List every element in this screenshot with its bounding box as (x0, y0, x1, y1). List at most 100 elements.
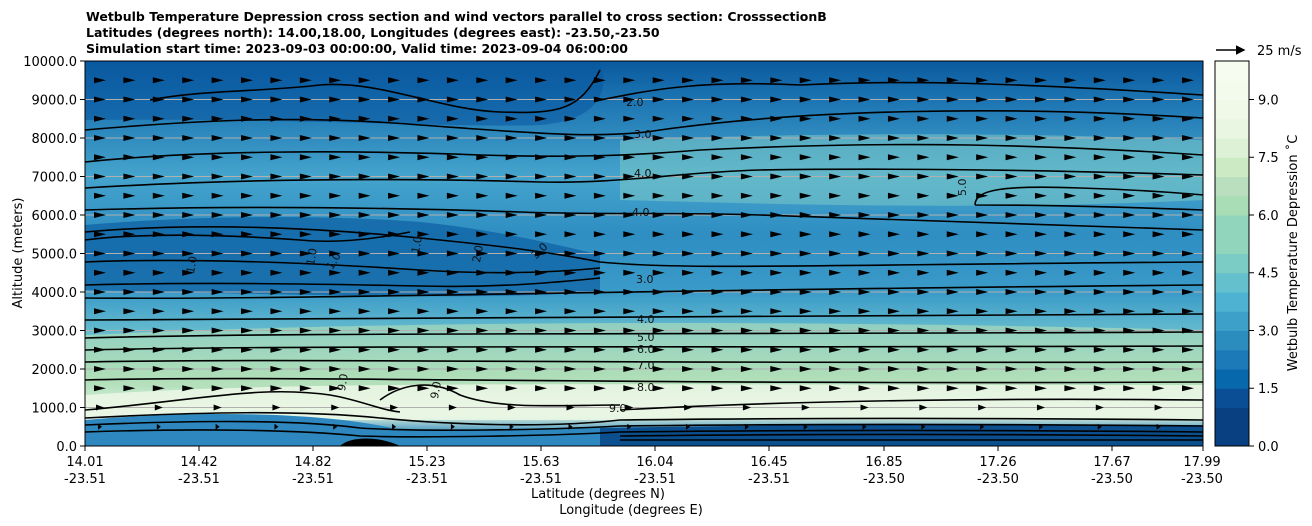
wind-arrow (211, 115, 224, 122)
wind-arrow (711, 231, 724, 238)
wind-arrow (241, 385, 254, 392)
wind-arrow (1064, 385, 1077, 392)
wind-arrow (799, 115, 812, 122)
y-tick: 3000.0 (32, 325, 85, 340)
wind-arrow (1034, 212, 1047, 218)
wind-arrow (94, 192, 106, 199)
wind-arrow (476, 269, 489, 276)
title-line-3: Simulation start time: 2023-09-03 00:00:… (86, 41, 628, 56)
wind-arrow (535, 135, 548, 141)
wind-arrow (623, 77, 636, 84)
wind-arrow (299, 135, 312, 141)
wind-arrow (858, 173, 871, 180)
wind-arrow (740, 154, 753, 161)
wind-arrow (1064, 96, 1077, 103)
wind-arrow (625, 404, 634, 411)
wind-arrow (182, 289, 195, 295)
colorbar-band (1215, 272, 1249, 293)
wind-arrow (1152, 346, 1165, 353)
wind-arrow (123, 308, 136, 315)
wind-arrow (799, 231, 812, 238)
wind-arrow (270, 212, 283, 218)
wind-arrow (123, 250, 136, 257)
wind-arrow (446, 96, 459, 103)
x-tick-label-lat: 16.85 (865, 455, 902, 470)
wind-arrow (1182, 212, 1194, 218)
contour-label: 4.0 (637, 313, 655, 326)
wind-arrow (858, 135, 871, 141)
wind-arrow (1034, 135, 1047, 141)
wind-arrow (770, 212, 783, 218)
wind-arrow (270, 346, 283, 353)
wind-arrow (417, 289, 430, 295)
wind-arrow (241, 250, 254, 257)
wind-arrow (564, 96, 577, 103)
wind-arrow (1005, 327, 1018, 334)
wind-arrow (358, 308, 371, 315)
wind-arrow (1093, 250, 1106, 257)
wind-arrow (270, 366, 283, 372)
wind-arrow (887, 154, 900, 161)
wind-arrow (182, 250, 195, 257)
wind-arrow (1123, 77, 1136, 84)
contour-label: 4.0 (632, 206, 650, 219)
y-tick: 2000.0 (32, 363, 85, 378)
wind-arrow (1034, 385, 1047, 392)
wind-arrow (887, 135, 900, 141)
wind-arrow (770, 250, 783, 257)
wind-arrow (976, 77, 989, 84)
wind-arrow (829, 154, 842, 161)
wind-arrow (1064, 327, 1077, 334)
wind-arrow (1034, 327, 1047, 334)
wind-arrow (652, 115, 665, 122)
wind-arrow (1005, 346, 1018, 353)
wind-arrow (623, 115, 636, 122)
wind-arrow (123, 346, 136, 353)
wind-arrow (740, 77, 753, 84)
wind-arrow (535, 77, 548, 84)
wind-arrow (652, 231, 665, 238)
wind-arrow (1005, 173, 1018, 180)
y-tick: 5000.0 (32, 248, 85, 263)
x-tick: 14.82 -23.51 (292, 446, 334, 487)
y-tick: 7000.0 (32, 171, 85, 186)
wind-arrow (740, 231, 753, 238)
wind-arrow (799, 96, 812, 103)
y-tick-label: 8000.0 (32, 132, 78, 147)
colorbar-band (1215, 253, 1249, 274)
wind-arrow (652, 77, 665, 84)
wind-arrow (1123, 250, 1136, 257)
wind-arrow (505, 231, 518, 238)
wind-arrow (94, 231, 106, 238)
wind-arrow (770, 77, 783, 84)
wind-arrow (770, 289, 783, 295)
contour-label: 8.0 (637, 381, 655, 394)
contour-surface-2 (85, 420, 1203, 431)
wind-arrow (1064, 115, 1077, 122)
wind-arrow (213, 404, 222, 411)
wind-arrow (740, 366, 753, 372)
wind-arrow (358, 135, 371, 141)
colorbar-tick: 9.0 (1249, 94, 1279, 109)
wind-arrow (1064, 308, 1077, 315)
wind-arrow (211, 231, 224, 238)
wind-arrow (446, 115, 459, 122)
wind-arrow (299, 366, 312, 372)
wind-arrow (566, 404, 575, 411)
wind-arrow (1093, 269, 1106, 276)
wind-arrow (299, 289, 312, 295)
contour-label: 9.0 (428, 380, 444, 399)
wind-arrow (711, 327, 724, 334)
wind-arrow (535, 115, 548, 122)
wind-arrow (1152, 115, 1165, 122)
wind-arrow (535, 154, 548, 161)
wind-arrow (917, 212, 930, 218)
wind-arrow (1064, 289, 1077, 295)
wind-arrow (152, 173, 165, 180)
wind-arrow (1093, 366, 1106, 372)
wind-arrow (94, 308, 106, 315)
wind-arrow (917, 269, 930, 276)
dry-band-near-surface (85, 384, 1203, 420)
wind-arrow (241, 154, 254, 161)
wind-arrow (123, 385, 136, 392)
